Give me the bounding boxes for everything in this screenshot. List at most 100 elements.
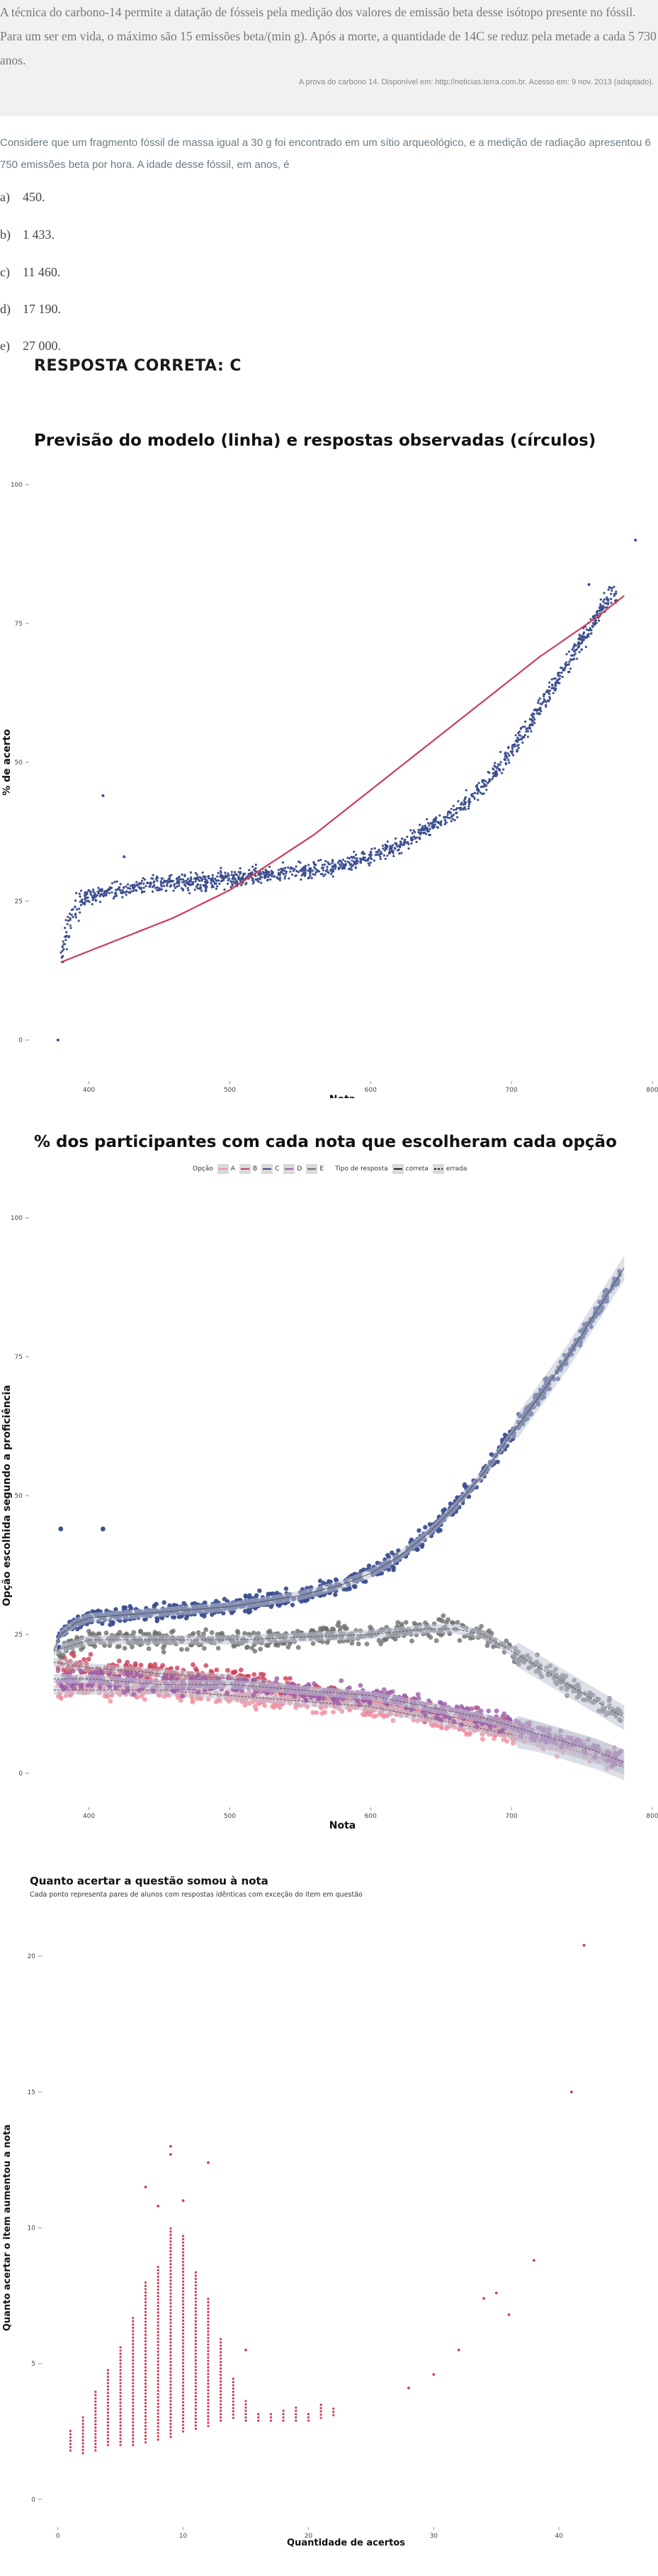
observed-point <box>501 772 504 774</box>
series-B-point <box>69 1651 74 1656</box>
option-d[interactable]: d) 17 190. <box>0 302 61 317</box>
observed-point <box>507 759 510 762</box>
observed-point <box>572 650 576 653</box>
series-C-point <box>385 1553 390 1558</box>
series-D-point <box>402 1693 408 1699</box>
y-tick-label: 25 <box>15 1632 23 1639</box>
observed-point <box>331 868 334 871</box>
series-E-point <box>455 1620 460 1625</box>
series-C-point <box>171 1615 176 1620</box>
legend-item-d: D <box>283 1164 302 1174</box>
series-C-point <box>352 1584 357 1589</box>
series-B-point <box>88 1651 93 1657</box>
series-B-point <box>214 1667 220 1673</box>
observed-point <box>523 725 526 728</box>
series-C-point <box>448 1501 453 1506</box>
observed-point <box>256 879 259 882</box>
observed-point <box>254 874 257 877</box>
observed-point <box>481 781 484 784</box>
observed-point <box>537 699 540 702</box>
option-c[interactable]: c) 11 460. <box>0 265 60 280</box>
observed-point <box>309 874 312 877</box>
observed-point <box>142 886 145 889</box>
observed-point <box>144 885 147 888</box>
observed-point <box>201 878 204 881</box>
series-D-point <box>478 1708 484 1714</box>
observed-point <box>353 850 356 853</box>
observed-point <box>523 734 527 737</box>
observed-point <box>91 903 93 905</box>
observed-point <box>494 772 497 774</box>
observed-point <box>419 829 422 832</box>
y-tick-label: 50 <box>15 1493 23 1500</box>
option-a[interactable]: a) 450. <box>0 190 45 205</box>
observed-point <box>303 868 307 871</box>
observed-point <box>450 820 453 823</box>
observed-point <box>76 908 79 911</box>
series-E-point <box>338 1625 343 1630</box>
observed-point <box>205 885 208 888</box>
observed-point <box>186 881 189 884</box>
observed-point <box>84 891 86 894</box>
series-E-point <box>234 1629 240 1634</box>
option-b[interactable]: b) 1 433. <box>0 227 55 242</box>
y-axis-label: % de acerto <box>1 729 13 796</box>
series-A-point <box>310 1710 316 1715</box>
observed-point <box>543 695 545 698</box>
observed-point <box>495 774 498 776</box>
observed-point <box>196 883 199 886</box>
observed-point <box>467 801 470 803</box>
observed-point <box>59 951 62 954</box>
observed-point <box>200 889 203 892</box>
observed-point <box>158 888 161 891</box>
observed-point <box>170 874 173 876</box>
y-tick-label: 100 <box>11 482 23 489</box>
observed-point <box>89 891 92 893</box>
observed-point <box>163 885 166 888</box>
series-E-point <box>310 1641 316 1646</box>
observed-point <box>379 855 382 858</box>
observed-point <box>403 839 406 842</box>
observed-point <box>195 885 198 888</box>
observed-point <box>402 844 404 847</box>
observed-point <box>128 887 132 890</box>
observed-point <box>304 871 307 874</box>
observed-point <box>231 883 234 886</box>
observed-point <box>282 873 285 876</box>
series-E-point <box>382 1637 387 1642</box>
observed-point <box>363 852 366 855</box>
observed-point <box>483 783 486 786</box>
observed-point <box>135 883 138 886</box>
observed-point <box>339 866 341 869</box>
observed-point <box>288 877 290 880</box>
observed-point <box>186 887 189 890</box>
observed-point <box>571 654 574 657</box>
series-E-point <box>264 1642 269 1648</box>
option-e[interactable]: e) 27 000. <box>0 339 61 354</box>
legend-item-b: B <box>239 1164 257 1174</box>
series-D-point <box>436 1716 441 1722</box>
observed-point <box>181 873 183 876</box>
observed-point <box>91 898 94 901</box>
legend-label: correta <box>405 1165 429 1173</box>
series-B-point <box>117 1659 122 1663</box>
observed-point <box>565 663 568 667</box>
observed-point <box>599 606 601 609</box>
observed-point <box>487 781 489 784</box>
observed-point <box>195 874 198 876</box>
observed-point <box>242 874 245 876</box>
observed-point <box>523 736 526 739</box>
observed-point <box>453 808 455 811</box>
series-E-point <box>409 1638 414 1644</box>
observed-point <box>381 844 385 847</box>
observed-point <box>428 824 431 827</box>
observed-point <box>284 875 287 878</box>
observed-point <box>327 871 329 874</box>
series-D-point <box>312 1681 317 1686</box>
observed-point <box>409 829 412 832</box>
observed-point <box>97 886 100 889</box>
series-C-point <box>366 1564 372 1569</box>
observed-point <box>370 851 373 854</box>
observed-point <box>140 882 142 885</box>
